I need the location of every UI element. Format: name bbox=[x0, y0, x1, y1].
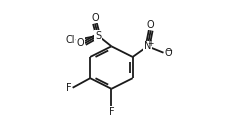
Text: −: − bbox=[165, 47, 172, 56]
Text: O: O bbox=[164, 48, 172, 58]
Text: O: O bbox=[147, 19, 154, 30]
Text: O: O bbox=[91, 13, 99, 23]
Text: Cl: Cl bbox=[65, 35, 75, 45]
Text: F: F bbox=[109, 107, 114, 117]
Text: O: O bbox=[76, 38, 84, 48]
Text: N: N bbox=[144, 41, 151, 51]
Text: F: F bbox=[66, 83, 72, 93]
Text: S: S bbox=[95, 31, 101, 41]
Text: +: + bbox=[147, 39, 154, 48]
